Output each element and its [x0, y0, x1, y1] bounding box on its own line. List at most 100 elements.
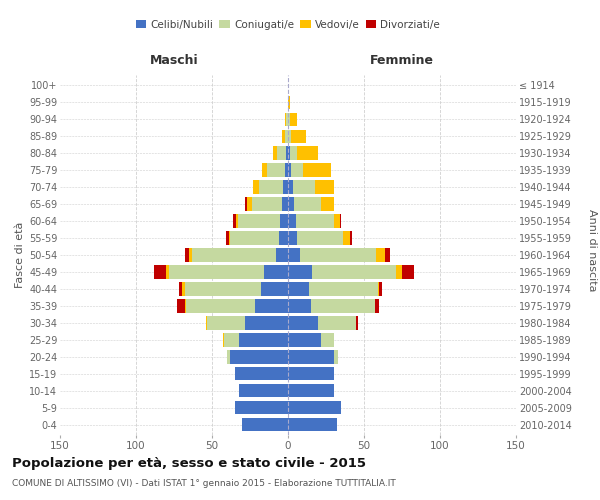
- Bar: [288, 232, 297, 244]
- Bar: [288, 198, 294, 210]
- Bar: [208, 316, 245, 330]
- Bar: [223, 334, 224, 346]
- Bar: [288, 112, 290, 126]
- Text: Popolazione per età, sesso e stato civile - 2015: Popolazione per età, sesso e stato civil…: [12, 458, 366, 470]
- Bar: [254, 300, 288, 312]
- Bar: [288, 282, 309, 296]
- Bar: [288, 164, 291, 176]
- Bar: [277, 146, 286, 160]
- Bar: [396, 266, 402, 278]
- Bar: [288, 401, 341, 414]
- Bar: [303, 164, 331, 176]
- Bar: [288, 214, 296, 228]
- Bar: [285, 164, 288, 176]
- Bar: [288, 180, 293, 194]
- Bar: [350, 232, 352, 244]
- Bar: [334, 350, 338, 364]
- Bar: [300, 248, 376, 262]
- Bar: [296, 214, 334, 228]
- Bar: [343, 232, 350, 244]
- Bar: [286, 146, 288, 160]
- Bar: [376, 248, 385, 262]
- Bar: [285, 130, 288, 143]
- Text: Femmine: Femmine: [370, 54, 434, 68]
- Bar: [276, 248, 288, 262]
- Bar: [229, 232, 230, 244]
- Bar: [273, 146, 277, 160]
- Bar: [297, 146, 319, 160]
- Bar: [224, 334, 239, 346]
- Bar: [374, 300, 379, 312]
- Bar: [385, 248, 390, 262]
- Bar: [154, 266, 166, 278]
- Y-axis label: Fasce di età: Fasce di età: [14, 222, 25, 288]
- Bar: [286, 112, 288, 126]
- Bar: [238, 214, 280, 228]
- Bar: [402, 266, 414, 278]
- Bar: [185, 248, 189, 262]
- Bar: [262, 164, 267, 176]
- Text: Anni di nascita: Anni di nascita: [587, 209, 597, 291]
- Bar: [233, 214, 236, 228]
- Bar: [288, 96, 290, 109]
- Bar: [340, 214, 341, 228]
- Bar: [253, 180, 259, 194]
- Bar: [288, 367, 334, 380]
- Bar: [263, 266, 288, 278]
- Bar: [177, 300, 185, 312]
- Bar: [230, 350, 288, 364]
- Bar: [288, 384, 334, 398]
- Bar: [182, 282, 185, 296]
- Bar: [259, 180, 283, 194]
- Bar: [377, 282, 379, 296]
- Bar: [313, 266, 396, 278]
- Bar: [288, 334, 322, 346]
- Bar: [179, 282, 182, 296]
- Bar: [186, 300, 254, 312]
- Legend: Celibi/Nubili, Coniugati/e, Vedovi/e, Divorziati/e: Celibi/Nubili, Coniugati/e, Vedovi/e, Di…: [131, 16, 445, 34]
- Bar: [282, 198, 288, 210]
- Bar: [288, 266, 313, 278]
- Bar: [288, 418, 337, 432]
- Bar: [379, 282, 382, 296]
- Text: Maschi: Maschi: [149, 54, 199, 68]
- Bar: [290, 112, 297, 126]
- Bar: [288, 248, 300, 262]
- Bar: [185, 300, 186, 312]
- Bar: [319, 316, 356, 330]
- Bar: [311, 300, 374, 312]
- Bar: [247, 198, 251, 210]
- Bar: [291, 164, 303, 176]
- Bar: [226, 232, 229, 244]
- Bar: [297, 232, 343, 244]
- Bar: [309, 282, 377, 296]
- Bar: [294, 198, 322, 210]
- Bar: [245, 198, 247, 210]
- Bar: [334, 214, 340, 228]
- Bar: [290, 146, 297, 160]
- Bar: [189, 248, 192, 262]
- Bar: [245, 316, 288, 330]
- Bar: [267, 164, 285, 176]
- Bar: [356, 316, 358, 330]
- Bar: [288, 146, 290, 160]
- Bar: [288, 316, 319, 330]
- Bar: [316, 180, 334, 194]
- Bar: [285, 112, 286, 126]
- Bar: [230, 232, 279, 244]
- Bar: [192, 248, 276, 262]
- Bar: [291, 130, 306, 143]
- Bar: [206, 316, 208, 330]
- Bar: [235, 367, 288, 380]
- Bar: [169, 266, 263, 278]
- Bar: [185, 282, 260, 296]
- Bar: [283, 180, 288, 194]
- Bar: [260, 282, 288, 296]
- Bar: [279, 232, 288, 244]
- Bar: [322, 198, 334, 210]
- Bar: [288, 350, 334, 364]
- Bar: [236, 214, 238, 228]
- Bar: [251, 198, 282, 210]
- Bar: [242, 418, 288, 432]
- Bar: [288, 130, 291, 143]
